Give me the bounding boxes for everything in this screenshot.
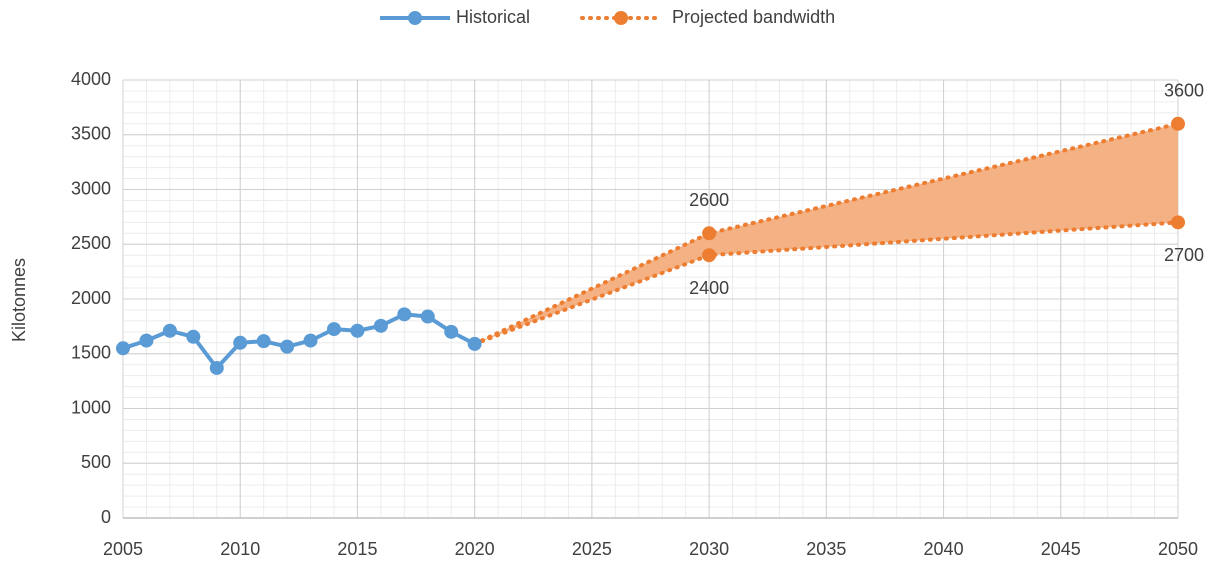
historical-point bbox=[186, 329, 201, 344]
historical-point bbox=[327, 322, 341, 337]
historical-point bbox=[162, 323, 177, 338]
y-axis-label: Kilotonnes bbox=[9, 258, 29, 342]
historical-point bbox=[420, 309, 435, 324]
data-label: 2700 bbox=[1164, 245, 1204, 265]
data-label: 3600 bbox=[1164, 81, 1204, 101]
projected-point bbox=[702, 226, 717, 241]
historical-point bbox=[373, 318, 388, 333]
historical-line bbox=[122, 312, 476, 370]
y-tick-label: 500 bbox=[81, 452, 111, 472]
legend-label: Historical bbox=[456, 7, 530, 27]
legend-marker bbox=[408, 11, 422, 25]
y-tick-label: 2500 bbox=[71, 233, 111, 253]
historical-point bbox=[256, 334, 271, 349]
historical-point bbox=[139, 333, 154, 348]
legend-label: Projected bandwidth bbox=[672, 7, 835, 27]
data-label: 2600 bbox=[689, 190, 729, 210]
x-tick-label: 2015 bbox=[337, 539, 377, 559]
y-tick-label: 2000 bbox=[71, 288, 111, 308]
x-tick-label: 2005 bbox=[103, 539, 143, 559]
historical-point bbox=[397, 307, 412, 322]
y-tick-label: 3000 bbox=[71, 178, 111, 198]
x-tick-label: 2020 bbox=[455, 539, 495, 559]
y-tick-label: 3500 bbox=[71, 124, 111, 144]
historical-point bbox=[444, 324, 459, 339]
x-tick-label: 2035 bbox=[806, 539, 846, 559]
historical-point bbox=[209, 360, 224, 375]
projected-point bbox=[702, 248, 717, 263]
legend-marker bbox=[614, 11, 628, 25]
x-tick-label: 2045 bbox=[1041, 539, 1081, 559]
historical-point bbox=[303, 333, 318, 348]
x-tick-label: 2040 bbox=[924, 539, 964, 559]
historical-point bbox=[350, 323, 365, 338]
y-tick-label: 1000 bbox=[71, 397, 111, 417]
projected-line bbox=[472, 121, 1180, 346]
x-tick-label: 2030 bbox=[689, 539, 729, 559]
projected-point bbox=[1171, 116, 1185, 131]
x-tick-label: 2010 bbox=[220, 539, 260, 559]
y-tick-label: 0 bbox=[101, 507, 111, 527]
projected-area bbox=[474, 123, 1179, 344]
historical-point bbox=[280, 339, 295, 354]
projected-point bbox=[1171, 215, 1185, 230]
historical-point bbox=[116, 341, 130, 356]
historical-point bbox=[233, 335, 248, 350]
data-label: 2400 bbox=[689, 278, 729, 298]
x-tick-label: 2050 bbox=[1158, 539, 1198, 559]
historical-point bbox=[467, 336, 482, 351]
x-tick-label: 2025 bbox=[572, 539, 612, 559]
y-tick-label: 4000 bbox=[71, 69, 111, 89]
y-tick-label: 1500 bbox=[71, 343, 111, 363]
